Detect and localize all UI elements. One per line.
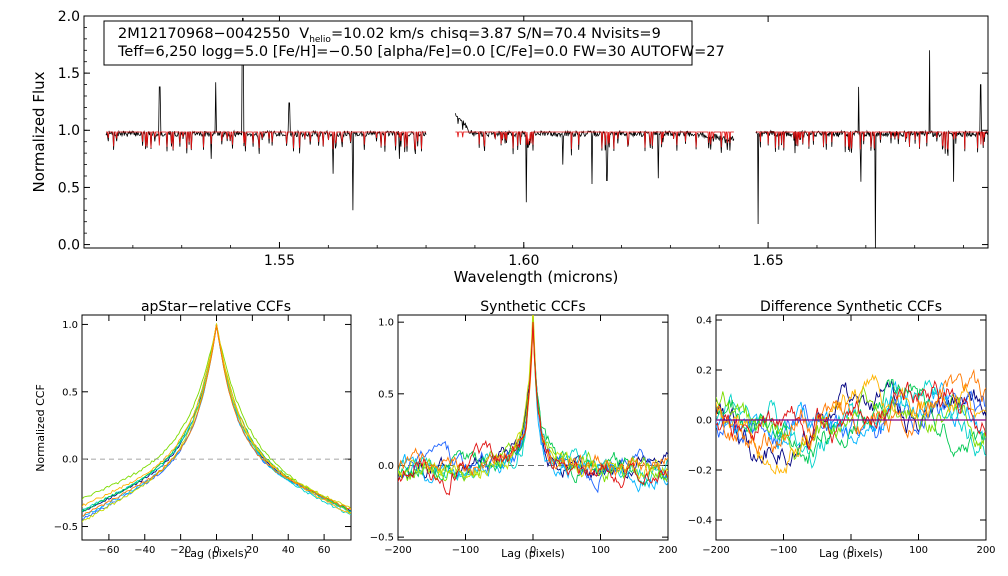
difference-ccf-title: Difference Synthetic CCFs <box>760 299 942 315</box>
x-tick-label: −60 <box>98 545 119 556</box>
apstar-ccf-x-label: Lag (pixels) <box>184 547 248 560</box>
synthetic-ccf-series <box>398 315 668 482</box>
x-tick-label: −100 <box>770 545 797 556</box>
synthetic-ccf-series <box>398 315 668 480</box>
x-tick-label: −40 <box>134 545 155 556</box>
y-tick-label: −0.2 <box>688 466 712 477</box>
x-tick-label: 0 <box>530 545 536 556</box>
synthetic-ccf-title: Synthetic CCFs <box>480 299 585 315</box>
y-tick-label: 0.0 <box>62 455 78 466</box>
synthetic-ccf-x-label: Lag (pixels) <box>501 547 565 560</box>
x-tick-label: 60 <box>318 545 331 556</box>
spectrum-observed-line <box>755 50 988 248</box>
difference-ccf-series <box>716 379 986 464</box>
x-tick-label: 40 <box>282 545 295 556</box>
synthetic-ccf-series <box>398 315 668 480</box>
difference-ccf-ticks: −200 −100 0 100 200 −0.4 −0.2 0.0 0.2 0.4 <box>688 315 996 556</box>
x-tick-label: 1.55 <box>264 253 295 269</box>
y-tick-label: 0.4 <box>696 316 712 327</box>
x-tick-label: −200 <box>384 545 411 556</box>
y-tick-label: 1.0 <box>62 320 78 331</box>
synthetic-ccf-series <box>398 315 668 488</box>
apstar-ccf-series <box>82 323 351 513</box>
y-tick-label: 0.2 <box>696 366 712 377</box>
difference-ccf-lines <box>716 368 986 475</box>
apstar-ccf-frame <box>81 314 352 541</box>
spectrum-observed-line <box>455 113 735 203</box>
spectrum-observed-line <box>105 17 427 211</box>
apstar-ccf-series <box>82 324 351 513</box>
apstar-ccf-panel: apStar−relative CCFs −60 −40 −20 0 20 40 60 −0.… <box>34 299 352 560</box>
synthetic-ccf-lines <box>398 315 668 496</box>
y-tick-label: 0.5 <box>62 387 78 398</box>
synthetic-ccf-panel: Synthetic CCFs −200 −100 0 100 200 −0.5 0.0 0.5… <box>370 299 678 560</box>
spectrum-x-label: Wavelength (microns) <box>454 268 619 286</box>
x-tick-label: 20 <box>246 545 259 556</box>
x-tick-label: −20 <box>170 545 191 556</box>
synthetic-ccf-series <box>398 321 668 496</box>
annotation-box <box>103 20 693 66</box>
x-tick-label: 200 <box>976 545 995 556</box>
difference-ccf-series <box>716 368 986 454</box>
apstar-ccf-lines <box>82 323 351 523</box>
spectrum-model-line <box>106 131 427 150</box>
synthetic-ccf-series <box>398 325 668 477</box>
apstar-ccf-series <box>82 324 351 513</box>
y-tick-label: 1.0 <box>378 318 394 329</box>
apstar-ccf-series <box>82 324 351 515</box>
spectrum-model-line <box>455 131 734 150</box>
difference-ccf-panel: Difference Synthetic CCFs −200 −100 0 100 20… <box>688 299 996 560</box>
y-tick-label: 0.0 <box>378 461 394 472</box>
difference-ccf-series <box>716 379 986 451</box>
spectrum-y-label: Normalized Flux <box>30 71 48 192</box>
y-tick-label: 0.0 <box>58 237 80 253</box>
y-tick-label: 1.5 <box>58 66 80 82</box>
spectrum-lines <box>105 17 988 248</box>
x-tick-label: 100 <box>909 545 928 556</box>
y-tick-label: −0.4 <box>688 516 712 527</box>
x-tick-label: 0 <box>848 545 854 556</box>
synthetic-ccf-frame <box>397 314 669 541</box>
spectrum-model-line <box>755 131 988 150</box>
x-tick-label: −200 <box>702 545 729 556</box>
apstar-ccf-series <box>82 323 351 518</box>
x-tick-label: 100 <box>591 545 610 556</box>
synthetic-ccf-series <box>398 325 668 483</box>
x-tick-label: 1.65 <box>753 253 784 269</box>
y-tick-label: 0.5 <box>378 389 394 400</box>
y-tick-label: −0.5 <box>370 533 394 544</box>
x-tick-label: 1.60 <box>508 253 539 269</box>
apstar-ccf-series <box>82 325 351 517</box>
annotation-line-2: Teff=6,250 logg=5.0 [Fe/H]=−0.50 [alpha/… <box>117 44 725 60</box>
x-tick-label: −100 <box>452 545 479 556</box>
apstar-ccf-ticks: −60 −40 −20 0 20 40 60 −0.5 0.0 0.5 1.0 <box>54 315 351 556</box>
y-tick-label: 1.0 <box>58 123 80 139</box>
spectrum-ticks: 1.55 1.60 1.65 0.0 0.5 1.0 1.5 2.0 <box>58 9 988 269</box>
y-tick-label: 0.0 <box>696 416 712 427</box>
synthetic-ccf-ticks: −200 −100 0 100 200 −0.5 0.0 0.5 1.0 <box>370 315 678 556</box>
x-tick-label: 0 <box>213 545 219 556</box>
y-tick-label: 0.5 <box>58 180 80 196</box>
apstar-ccf-series <box>82 323 351 523</box>
difference-ccf-x-label: Lag (pixels) <box>819 547 883 560</box>
spectrum-panel: 1.55 1.60 1.65 0.0 0.5 1.0 1.5 2.0 2M12170968−0… <box>30 9 989 286</box>
apstar-ccf-title: apStar−relative CCFs <box>141 299 291 315</box>
annotation-line-1: 2M12170968−0042550 Vhelio=10.02 km/s chisq… <box>118 26 661 45</box>
apstar-ccf-y-label: Normalized CCF <box>34 384 47 472</box>
x-tick-label: 200 <box>658 545 677 556</box>
y-tick-label: −0.5 <box>54 522 78 533</box>
y-tick-label: 2.0 <box>58 9 80 25</box>
